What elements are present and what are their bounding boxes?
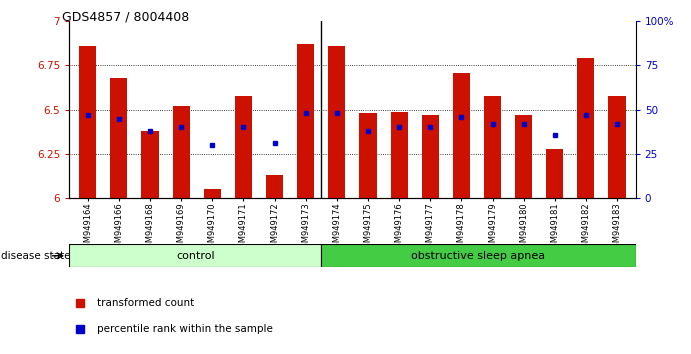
Bar xyxy=(321,244,636,267)
Bar xyxy=(173,106,190,198)
Bar xyxy=(359,113,377,198)
Text: control: control xyxy=(176,251,214,261)
Bar xyxy=(235,96,252,198)
Text: GDS4857 / 8004408: GDS4857 / 8004408 xyxy=(62,11,189,24)
Bar xyxy=(546,149,563,198)
Bar xyxy=(390,112,408,198)
Bar xyxy=(111,78,127,198)
Bar xyxy=(515,115,532,198)
Bar xyxy=(578,58,594,198)
Bar xyxy=(422,115,439,198)
Text: transformed count: transformed count xyxy=(97,298,195,308)
Text: obstructive sleep apnea: obstructive sleep apnea xyxy=(411,251,546,261)
Bar xyxy=(266,175,283,198)
Bar xyxy=(142,131,159,198)
Bar xyxy=(79,46,96,198)
Bar xyxy=(453,73,470,198)
Bar xyxy=(328,46,346,198)
Bar xyxy=(69,244,321,267)
Text: percentile rank within the sample: percentile rank within the sample xyxy=(97,324,274,334)
Bar xyxy=(609,96,625,198)
Bar xyxy=(484,96,501,198)
Text: disease state: disease state xyxy=(1,251,70,261)
Bar xyxy=(204,189,221,198)
Bar xyxy=(297,44,314,198)
